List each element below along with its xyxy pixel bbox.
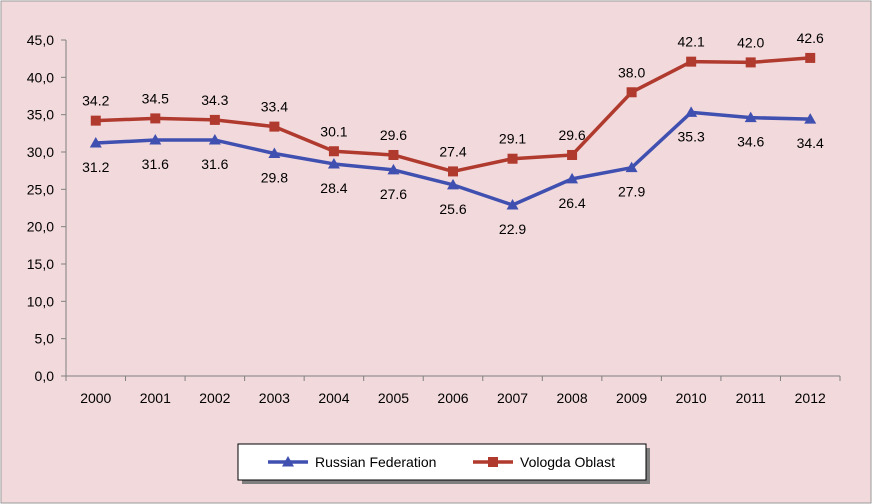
data-point [209, 114, 220, 125]
y-tick-label: 25,0 [27, 181, 54, 197]
x-tick-label: 2009 [616, 390, 647, 406]
data-point [686, 56, 697, 67]
y-tick-label: 5,0 [35, 331, 55, 347]
data-point [507, 153, 518, 164]
data-label: 22.9 [499, 221, 526, 237]
x-tick-label: 2003 [259, 390, 290, 406]
data-point [208, 134, 221, 145]
data-label: 27.9 [618, 184, 645, 200]
data-label: 29.1 [499, 131, 526, 147]
legend-item-russian-federation: Russian Federation [268, 454, 436, 470]
legend-marker [488, 457, 498, 467]
data-label: 33.4 [261, 99, 288, 115]
data-label: 34.5 [142, 90, 169, 106]
data-point [90, 115, 101, 126]
legend-label: Vologda Oblast [520, 454, 615, 470]
data-label: 31.2 [82, 159, 109, 175]
data-label: 28.4 [320, 180, 347, 196]
series-vologda-oblast [90, 52, 816, 177]
data-point [805, 52, 816, 63]
data-labels: 34.2 31.2 34.5 31.6 34.3 31.6 33.4 29.8 30.1 28.4… [82, 30, 824, 237]
y-tick-label: 0,0 [35, 368, 55, 384]
data-point [626, 87, 637, 98]
x-tick-label: 2006 [437, 390, 468, 406]
data-label: 29.8 [261, 169, 288, 185]
data-label: 34.6 [737, 134, 764, 150]
data-label: 29.6 [558, 127, 585, 143]
x-tick-label: 2001 [140, 390, 171, 406]
x-tick-label: 2012 [795, 390, 826, 406]
data-point [388, 149, 399, 160]
data-label: 42.6 [797, 30, 824, 46]
data-label: 34.2 [82, 93, 109, 109]
data-point [625, 161, 638, 173]
data-point [506, 199, 519, 210]
data-point [387, 163, 400, 175]
x-tick-label: 2000 [80, 390, 111, 406]
x-tick-label: 2005 [378, 390, 409, 406]
data-point [150, 113, 161, 124]
y-tick-label: 45,0 [27, 32, 54, 48]
y-tick-label: 30,0 [27, 144, 54, 160]
series-layer [89, 52, 817, 210]
data-label: 34.4 [797, 135, 824, 151]
y-tick-label: 20,0 [27, 219, 54, 235]
data-label: 31.6 [142, 156, 169, 172]
data-point [149, 134, 162, 145]
data-point [566, 172, 579, 184]
legend-item-vologda-oblast: Vologda Oblast [473, 454, 615, 470]
data-label: 38.0 [618, 64, 645, 80]
x-tick-label: 2010 [676, 390, 707, 406]
data-point [744, 111, 757, 123]
data-point [327, 157, 340, 169]
data-label: 31.6 [201, 156, 228, 172]
data-label: 42.0 [737, 34, 764, 50]
data-label: 35.3 [678, 128, 705, 144]
data-label: 29.6 [380, 127, 407, 143]
y-tick-label: 10,0 [27, 293, 54, 309]
data-point [89, 137, 102, 148]
data-point [685, 106, 698, 117]
data-point [447, 178, 459, 190]
data-label: 34.3 [201, 92, 228, 108]
data-point [269, 121, 280, 132]
x-tick-label: 2011 [736, 390, 766, 406]
x-tick-label: 2007 [497, 390, 528, 406]
data-label: 30.1 [320, 123, 347, 139]
legend: Russian Federation Vologda Oblast [237, 443, 650, 484]
data-point [448, 166, 458, 177]
data-label: 26.4 [558, 195, 585, 211]
data-label: 42.1 [678, 34, 705, 50]
data-point [567, 149, 578, 160]
data-point [745, 57, 756, 68]
y-tick-label: 40,0 [27, 69, 54, 85]
x-tick-label: 2002 [199, 390, 230, 406]
y-tick-label: 15,0 [27, 256, 54, 272]
axes: 0,0 5,0 10,0 15,0 20,0 25,0 30,0 35,0 40,0 45,0 20… [27, 32, 841, 406]
y-tick-label: 35,0 [27, 107, 54, 123]
data-point [268, 147, 281, 158]
data-label: 25.6 [439, 201, 466, 217]
series-russian-federation [89, 106, 817, 210]
data-label: 27.6 [380, 186, 407, 202]
x-tick-label: 2008 [556, 390, 587, 406]
legend-label: Russian Federation [315, 454, 436, 470]
x-tick-label: 2004 [318, 390, 349, 406]
legend-marker [282, 456, 294, 467]
data-label: 27.4 [439, 143, 466, 159]
data-point [804, 113, 817, 124]
data-point [328, 146, 339, 157]
